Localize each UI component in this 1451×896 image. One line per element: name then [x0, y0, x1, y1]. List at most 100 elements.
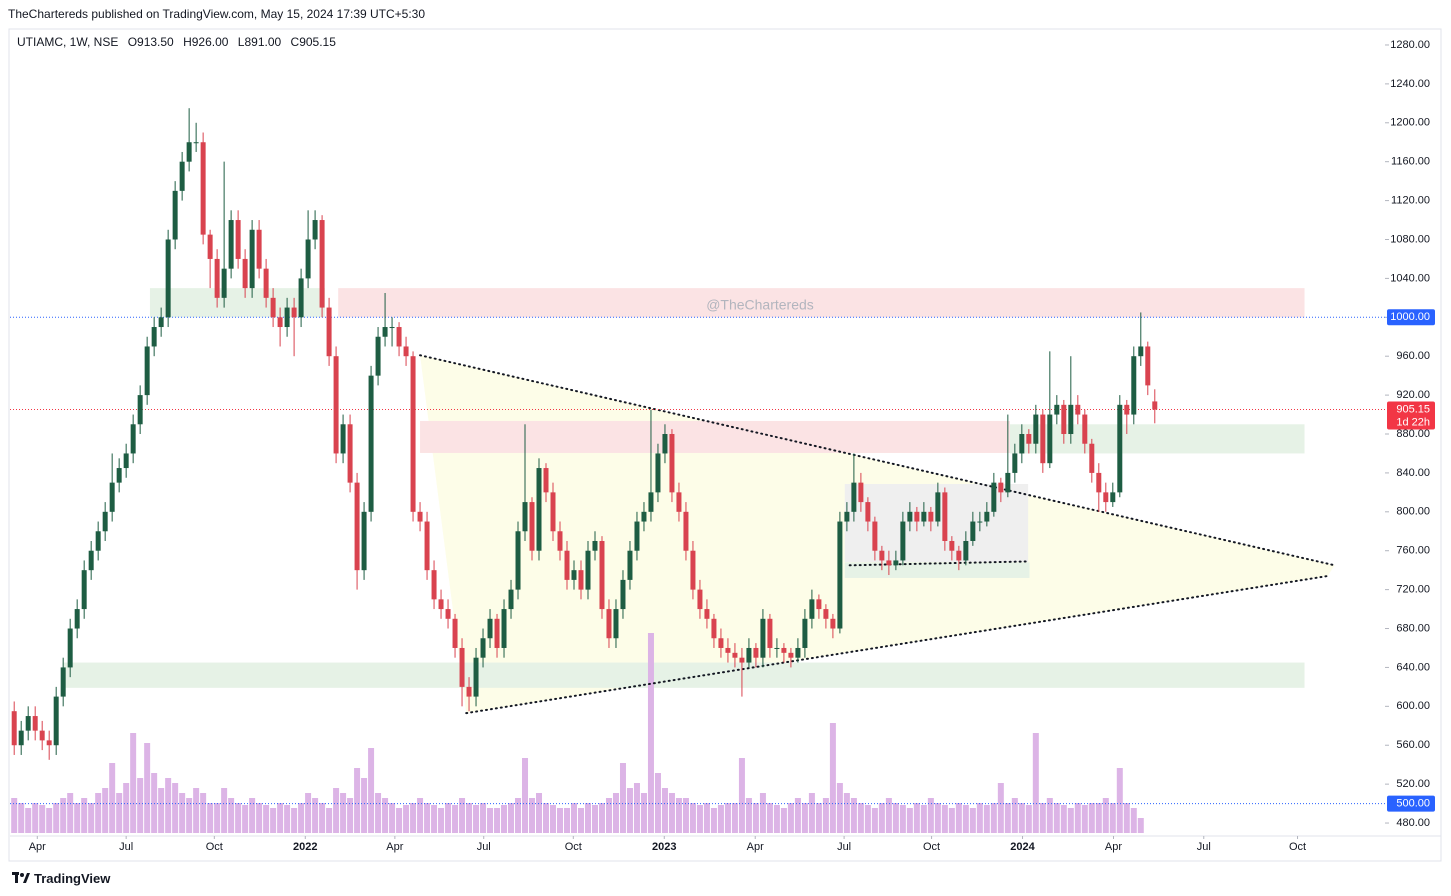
candle-body — [1061, 404, 1067, 435]
zone — [844, 562, 1030, 578]
volume-bar — [396, 808, 403, 833]
price-label-box — [1387, 795, 1435, 812]
candle-body — [53, 696, 59, 746]
volume-bar — [703, 803, 710, 833]
candle-body — [494, 618, 500, 648]
candle-body — [438, 599, 444, 610]
volume-bar — [32, 803, 39, 833]
y-tick-label: 1200.00 — [1390, 117, 1430, 129]
candle-body — [564, 550, 570, 580]
volume-bar — [1039, 803, 1046, 833]
y-tick-label: 640.00 — [1396, 661, 1430, 673]
volume-bar — [591, 805, 598, 833]
candle-body — [774, 647, 780, 649]
candle-body — [172, 190, 178, 240]
candle-body — [319, 220, 325, 308]
candle-body — [1019, 434, 1025, 454]
candle-body — [361, 511, 367, 571]
volume-bar — [815, 803, 822, 833]
candle-body — [39, 730, 45, 741]
volume-bar — [612, 793, 619, 833]
candle-body — [312, 220, 318, 240]
x-tick-label: Apr — [1105, 841, 1122, 853]
candle-body — [879, 550, 885, 561]
candle-body — [347, 424, 353, 483]
volume-bar — [1004, 803, 1011, 833]
candle-body — [417, 511, 423, 522]
candle-body — [795, 647, 801, 658]
candle-body — [508, 589, 514, 610]
volume-bar — [710, 808, 717, 833]
zone — [420, 420, 1010, 453]
volume-bar — [487, 808, 494, 833]
volume-bar — [934, 803, 941, 833]
volume-bar — [186, 798, 193, 833]
candle-body — [501, 609, 507, 648]
volume-bar — [640, 793, 647, 833]
candle-body — [123, 453, 129, 469]
candle-body — [144, 346, 150, 396]
logo — [12, 872, 30, 883]
volume-bar — [256, 803, 263, 833]
volume-bar — [794, 798, 801, 833]
candle-body — [158, 317, 164, 328]
candle-body — [823, 609, 829, 619]
volume-bar — [689, 803, 696, 833]
volume-bar — [724, 803, 731, 833]
volume-bar — [74, 803, 81, 833]
candle-body — [837, 521, 843, 629]
candle-body — [1026, 434, 1032, 444]
volume-bar — [172, 783, 179, 833]
volume-bar — [403, 805, 410, 833]
candle-body — [704, 609, 710, 619]
candle-body — [1145, 346, 1151, 386]
footer-text: TradingView — [34, 871, 111, 886]
ohlc-high: H926.00 — [183, 35, 229, 49]
volume-bar — [53, 803, 60, 833]
volume-bar — [892, 803, 899, 833]
volume-bar — [144, 743, 151, 833]
candle-body — [396, 327, 402, 347]
volume-bar — [459, 798, 466, 833]
volume-bar — [990, 803, 997, 833]
volume-bar — [997, 783, 1004, 833]
volume-bar — [780, 808, 787, 833]
volume-bar — [633, 783, 640, 833]
volume-bar — [1109, 803, 1116, 833]
volume-bar — [550, 805, 557, 833]
y-tick-label: 1240.00 — [1390, 78, 1430, 90]
candle-body — [851, 482, 857, 512]
candle-body — [88, 550, 94, 571]
candle-body — [690, 550, 696, 590]
x-tick-label: Oct — [923, 841, 940, 853]
candle-body — [620, 579, 626, 610]
candle-body — [942, 492, 948, 541]
volume-bar — [151, 773, 158, 833]
candle-body — [669, 434, 675, 493]
y-tick-label: 720.00 — [1396, 584, 1430, 596]
volume-bar — [668, 793, 675, 833]
volume-bar — [466, 803, 473, 833]
plot-frame — [8, 28, 1442, 862]
volume-bar — [445, 803, 452, 833]
volume-bar — [1123, 803, 1130, 833]
candle-body — [1131, 356, 1137, 415]
candle-body — [767, 618, 773, 648]
candle-body — [67, 628, 73, 668]
zone — [338, 288, 1305, 318]
volume-bar — [438, 808, 445, 833]
candle-body — [354, 482, 360, 571]
candle-body — [1040, 414, 1046, 464]
y-tick-label: 920.00 — [1396, 389, 1430, 401]
candle-body — [550, 492, 556, 532]
y-tick-label: 880.00 — [1396, 428, 1430, 440]
volume-bar — [305, 793, 312, 833]
candle-body — [1096, 472, 1102, 493]
candle-body — [592, 540, 598, 551]
volume-bar — [137, 778, 144, 833]
volume-bar — [263, 805, 270, 833]
zone — [1009, 424, 1305, 454]
candle-body — [781, 647, 787, 653]
candle-body — [305, 239, 311, 279]
